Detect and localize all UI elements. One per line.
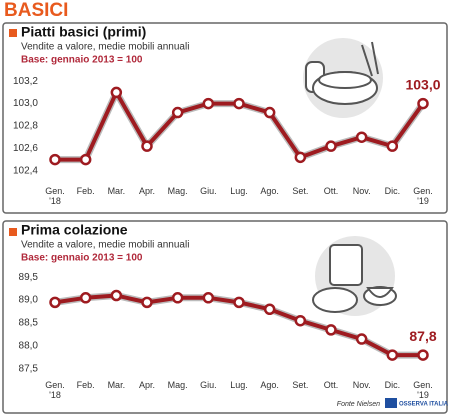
x-tick-label: Nov. bbox=[352, 186, 371, 196]
y-tick-label: 89,5 bbox=[19, 272, 39, 283]
value-label: 87,8 bbox=[409, 328, 436, 344]
point bbox=[417, 349, 429, 361]
x-tick-label: Gen. '19 bbox=[413, 186, 433, 206]
point bbox=[141, 140, 153, 152]
x-tick-label: Mar. bbox=[107, 380, 126, 390]
point bbox=[386, 349, 399, 361]
chart-subtitle: Vendite a valore, medie mobili annuali bbox=[21, 240, 189, 251]
y-tick-label: 102,8 bbox=[13, 121, 38, 132]
point bbox=[355, 333, 368, 345]
x-tick-label: Giu. bbox=[200, 380, 217, 390]
point bbox=[141, 296, 153, 309]
chart-note: Base: gennaio 2013 = 100 bbox=[21, 253, 143, 264]
point bbox=[110, 289, 123, 302]
logo: OSSERVA ITALIA bbox=[399, 402, 449, 408]
y-tick-label: 103,2 bbox=[13, 76, 38, 87]
breakfast-icon bbox=[312, 236, 397, 316]
x-tick-label: Apr. bbox=[138, 380, 155, 390]
point bbox=[171, 106, 184, 119]
point bbox=[49, 153, 61, 166]
x-tick-label: Set. bbox=[292, 186, 309, 196]
x-tick-label: Mag. bbox=[167, 380, 188, 390]
point bbox=[79, 153, 92, 166]
point bbox=[49, 296, 61, 309]
x-tick-label: Lug. bbox=[230, 186, 248, 196]
x-tick-label: Apr. bbox=[138, 186, 155, 196]
x-tick-label: Gen. '18 bbox=[45, 186, 65, 206]
y-tick-label: 87,5 bbox=[19, 363, 39, 374]
point bbox=[202, 292, 215, 304]
x-tick-label: Ago. bbox=[260, 380, 279, 390]
panel-frame bbox=[2, 22, 448, 214]
x-tick-label: Ago. bbox=[260, 186, 279, 196]
x-tick-label: Dic. bbox=[384, 186, 401, 196]
y-tick-label: 102,6 bbox=[13, 143, 38, 154]
x-tick-label: Gen. '19 bbox=[413, 380, 433, 400]
page-title: BASICI bbox=[4, 0, 68, 21]
point bbox=[263, 303, 276, 315]
point bbox=[79, 292, 92, 304]
pasta-icon bbox=[303, 38, 383, 118]
x-tick-label: Nov. bbox=[352, 380, 371, 390]
chart-subtitle: Vendite a valore, medie mobili annuali bbox=[21, 42, 189, 53]
point bbox=[202, 97, 215, 110]
x-tick-label: Dic. bbox=[384, 380, 401, 390]
point bbox=[325, 140, 337, 152]
chart-note: Base: gennaio 2013 = 100 bbox=[21, 55, 143, 66]
y-tick-label: 88,5 bbox=[19, 318, 39, 329]
chart-title: Piatti basici (primi) bbox=[21, 24, 146, 40]
x-tick-label: Lug. bbox=[230, 380, 248, 390]
y-tick-label: 88,0 bbox=[19, 341, 39, 352]
title-square bbox=[9, 228, 17, 236]
x-tick-label: Feb. bbox=[76, 380, 95, 390]
point bbox=[294, 314, 307, 327]
point bbox=[263, 106, 276, 119]
value-label: 103,0 bbox=[405, 76, 440, 92]
panel-frame bbox=[2, 220, 448, 414]
y-tick-label: 103,0 bbox=[13, 98, 38, 109]
point bbox=[417, 97, 429, 110]
chart-title: Prima colazione bbox=[21, 222, 128, 238]
x-tick-label: Set. bbox=[292, 380, 309, 390]
point bbox=[355, 131, 368, 143]
x-tick-label: Giu. bbox=[200, 186, 217, 196]
point bbox=[233, 97, 245, 110]
logo-mark bbox=[385, 398, 397, 408]
point bbox=[325, 324, 337, 336]
title-square bbox=[9, 29, 17, 37]
x-tick-label: Mag. bbox=[167, 186, 188, 196]
x-tick-label: Gen. '18 bbox=[45, 380, 65, 400]
x-tick-label: Ott. bbox=[323, 186, 339, 196]
source: Fonte Nielsen bbox=[337, 401, 380, 408]
point bbox=[110, 86, 123, 99]
y-tick-label: 102,4 bbox=[13, 165, 38, 176]
point bbox=[171, 292, 184, 304]
point bbox=[294, 151, 307, 164]
y-tick-label: 89,0 bbox=[19, 295, 39, 306]
x-tick-label: Mar. bbox=[107, 186, 126, 196]
point bbox=[386, 140, 399, 152]
x-tick-label: Feb. bbox=[76, 186, 95, 196]
point bbox=[233, 296, 245, 309]
x-tick-label: Ott. bbox=[323, 380, 339, 390]
